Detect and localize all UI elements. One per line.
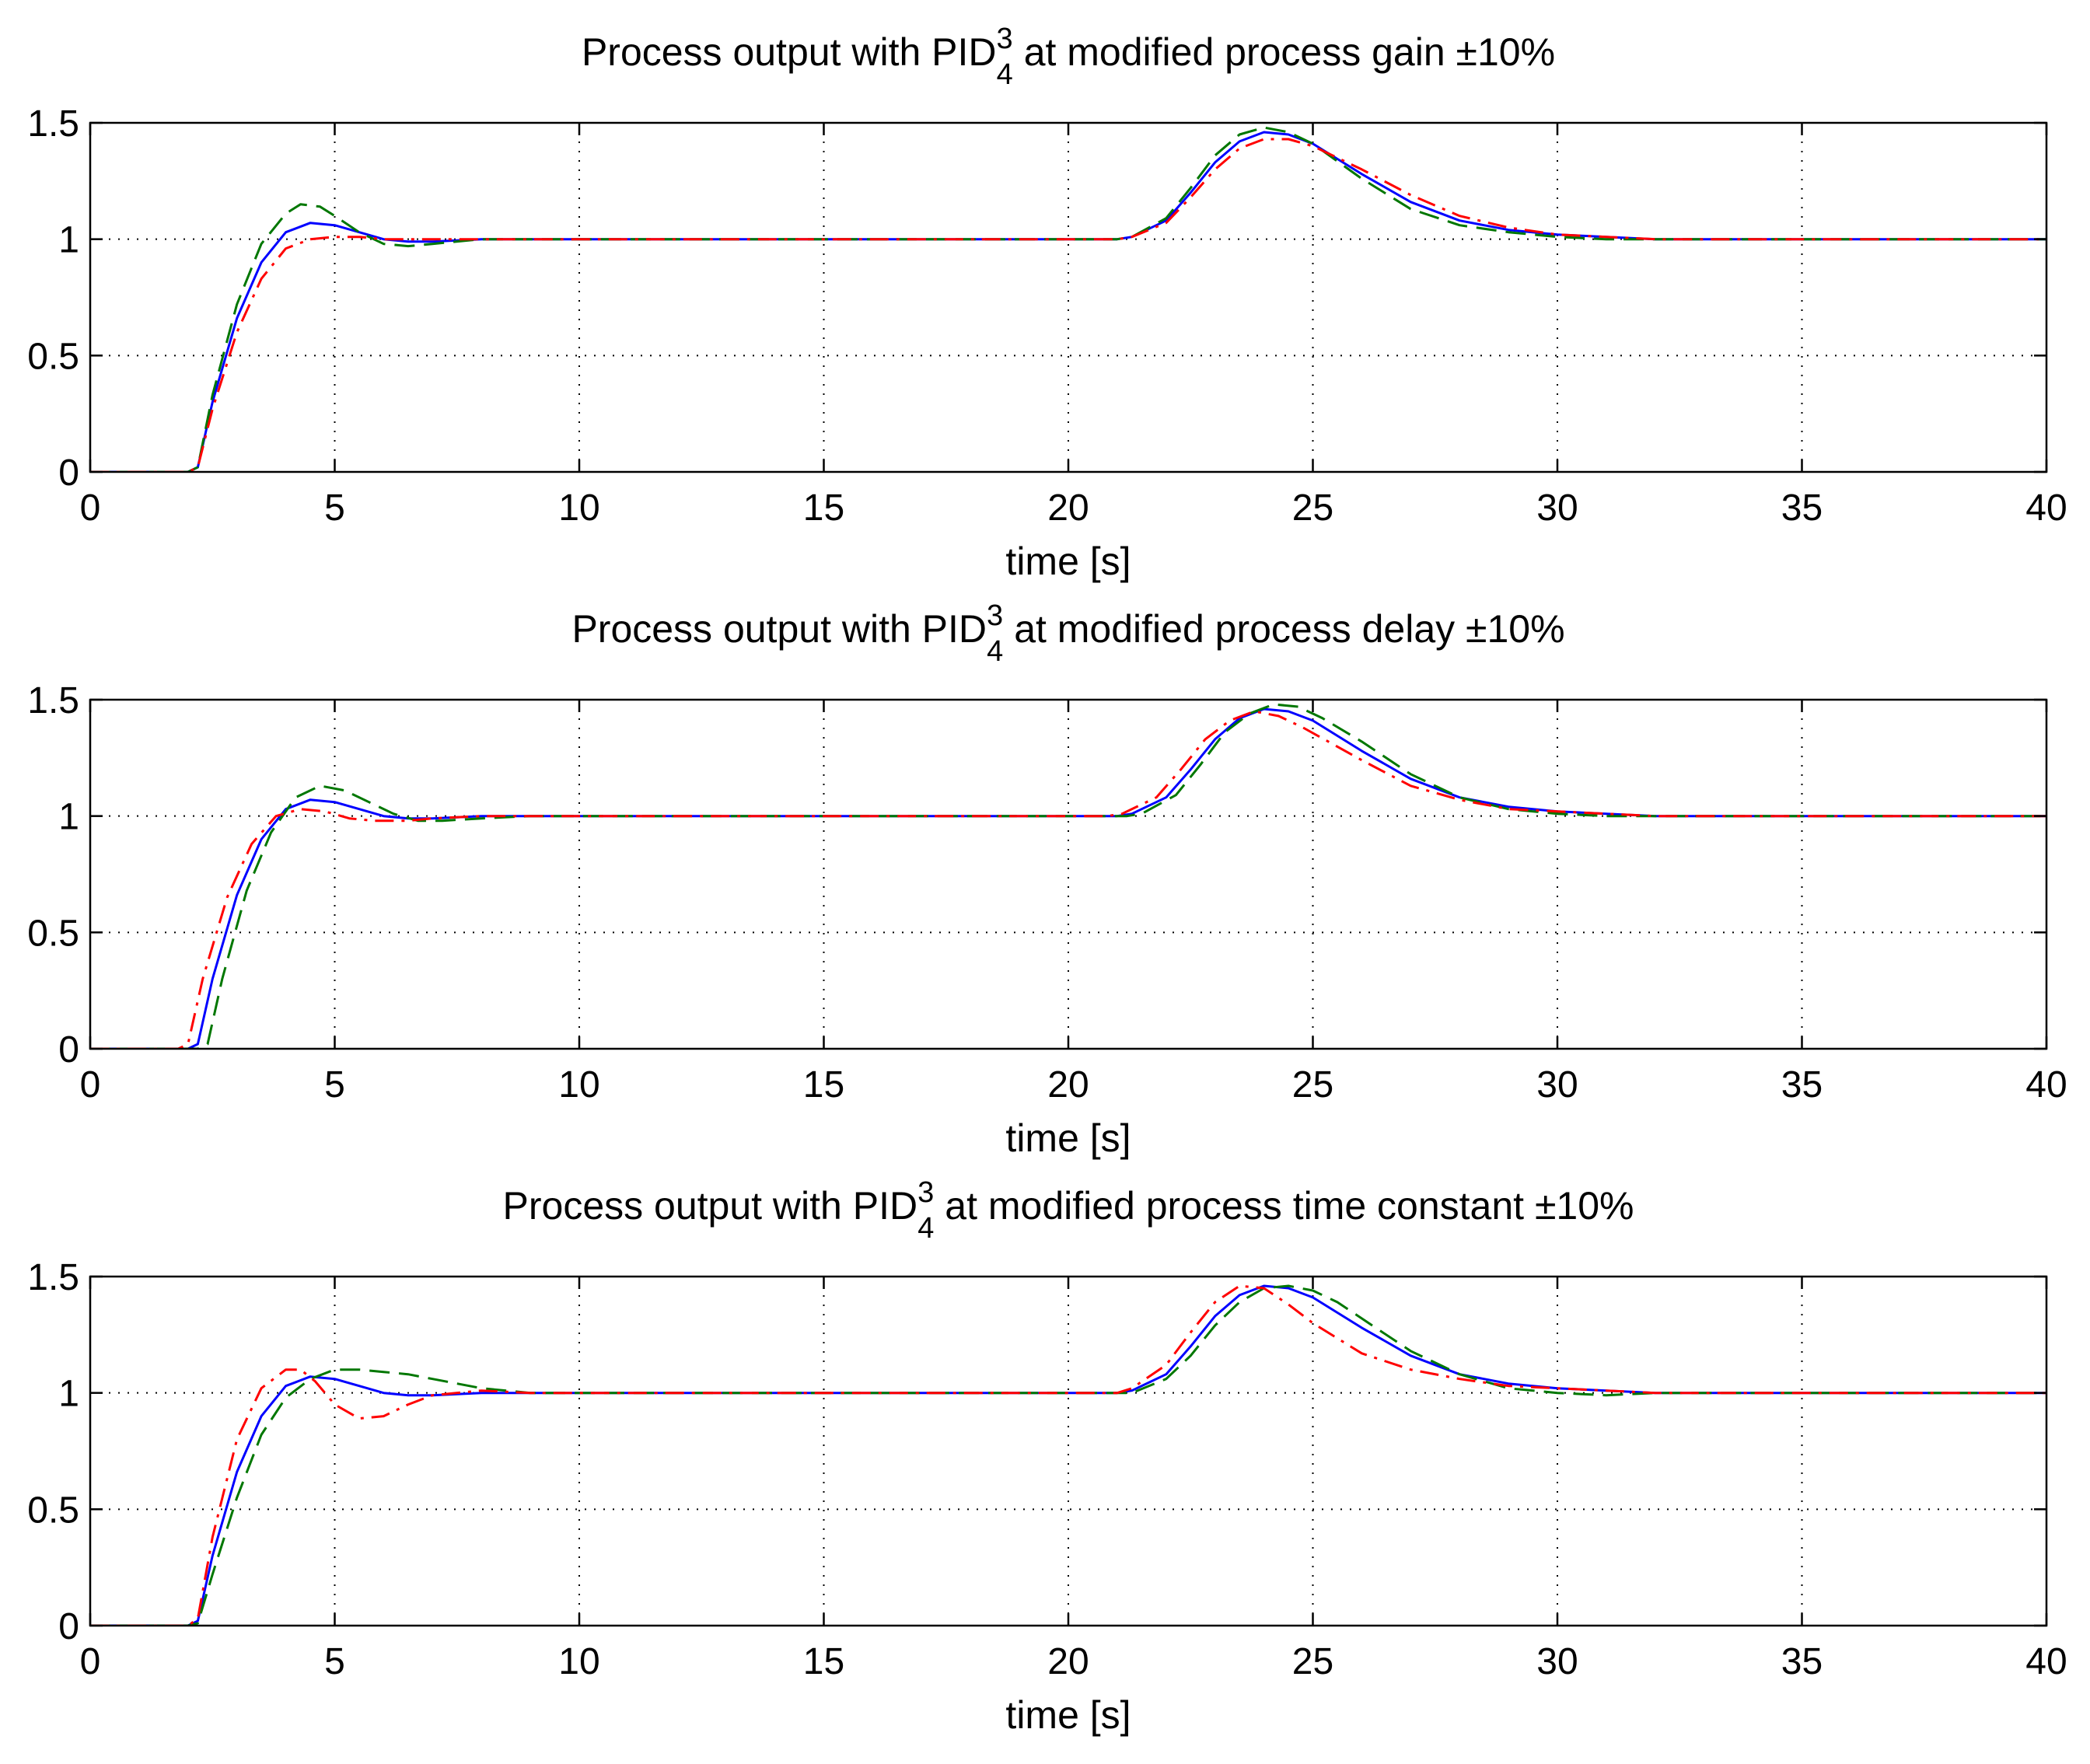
chart-title-sup: 3 [997, 23, 1013, 55]
chart-panel-2: Process output with PID3 4 at modified pr… [27, 599, 2067, 1160]
chart-title-main: Process output with PID [571, 607, 987, 651]
y-tick-label: 1 [58, 797, 79, 838]
y-tick-label: 0 [58, 1029, 79, 1071]
chart-title: Process output with PID3 4 at modified pr… [503, 1176, 1634, 1245]
series-line-nominal [90, 131, 2046, 472]
x-tick-label: 40 [2025, 1641, 2067, 1682]
chart-title-sup: 3 [987, 599, 1003, 632]
chart-title-sub: 4 [987, 635, 1003, 668]
series-line-nominal [90, 707, 2046, 1049]
x-tick-label: 10 [558, 1641, 599, 1682]
x-tick-label: 30 [1536, 1064, 1578, 1106]
x-axis-label: time [s] [1005, 540, 1131, 583]
chart-title: Process output with PID3 4 at modified pr… [582, 23, 1555, 91]
x-axis-label: time [s] [1005, 1116, 1131, 1160]
x-tick-label: 10 [558, 1064, 599, 1106]
y-tick-label: 0.5 [27, 336, 79, 377]
y-tick-label: 0.5 [27, 1490, 79, 1531]
x-tick-label: 40 [2025, 487, 2067, 529]
x-tick-label: 15 [803, 487, 844, 529]
series-line-delay-10- [90, 710, 2046, 1049]
chart-title-rest: at modified process delay ±10% [1003, 607, 1564, 651]
x-tick-label: 40 [2025, 1064, 2067, 1106]
x-tick-label: 10 [558, 487, 599, 529]
y-tick-label: 1 [58, 1374, 79, 1415]
chart-title-sup: 3 [917, 1176, 934, 1209]
x-tick-label: 5 [324, 1641, 345, 1682]
y-tick-label: 1.5 [27, 680, 79, 721]
chart-panel-1: Process output with PID3 4 at modified pr… [27, 23, 2067, 583]
x-tick-label: 0 [80, 1641, 101, 1682]
x-tick-label: 5 [324, 1064, 345, 1106]
x-tick-label: 35 [1781, 1064, 1823, 1106]
y-tick-label: 0.5 [27, 913, 79, 954]
x-tick-label: 35 [1781, 1641, 1823, 1682]
chart-title-main: Process output with PID [503, 1184, 918, 1228]
x-tick-label: 20 [1047, 1641, 1089, 1682]
x-tick-label: 0 [80, 487, 101, 529]
chart-title-sub: 4 [997, 58, 1013, 91]
x-tick-label: 20 [1047, 487, 1089, 529]
y-tick-label: 1.5 [27, 103, 79, 145]
x-tick-label: 15 [803, 1641, 844, 1682]
series-line-gain-10- [90, 126, 2046, 472]
chart-title-rest: at modified process gain ±10% [1013, 30, 1555, 74]
series-line-time-constant-10- [90, 1284, 2046, 1626]
x-tick-label: 5 [324, 487, 345, 529]
x-tick-label: 25 [1292, 1064, 1333, 1106]
axes-box [89, 698, 2048, 1050]
axes-box [89, 121, 2048, 473]
y-tick-label: 1.5 [27, 1257, 79, 1298]
y-tick-label: 0 [58, 1606, 79, 1647]
x-tick-label: 25 [1292, 487, 1333, 529]
x-tick-label: 35 [1781, 487, 1823, 529]
series-line-nominal [90, 1284, 2046, 1626]
x-tick-label: 0 [80, 1064, 101, 1106]
chart-title-sub: 4 [917, 1212, 934, 1245]
chart-panel-3: Process output with PID3 4 at modified pr… [27, 1176, 2067, 1737]
chart-title-main: Process output with PID [582, 30, 997, 74]
x-tick-label: 20 [1047, 1064, 1089, 1106]
x-axis-label: time [s] [1005, 1693, 1131, 1737]
x-tick-label: 15 [803, 1064, 844, 1106]
y-tick-label: 1 [58, 220, 79, 261]
series-line-time-constant-10- [90, 1284, 2046, 1626]
chart-title-rest: at modified process time constant ±10% [934, 1184, 1634, 1228]
y-tick-label: 0 [58, 452, 79, 494]
x-tick-label: 25 [1292, 1641, 1333, 1682]
x-tick-label: 30 [1536, 487, 1578, 529]
axes-box [89, 1275, 2048, 1627]
chart-title: Process output with PID3 4 at modified pr… [571, 599, 1564, 668]
x-tick-label: 30 [1536, 1641, 1578, 1682]
